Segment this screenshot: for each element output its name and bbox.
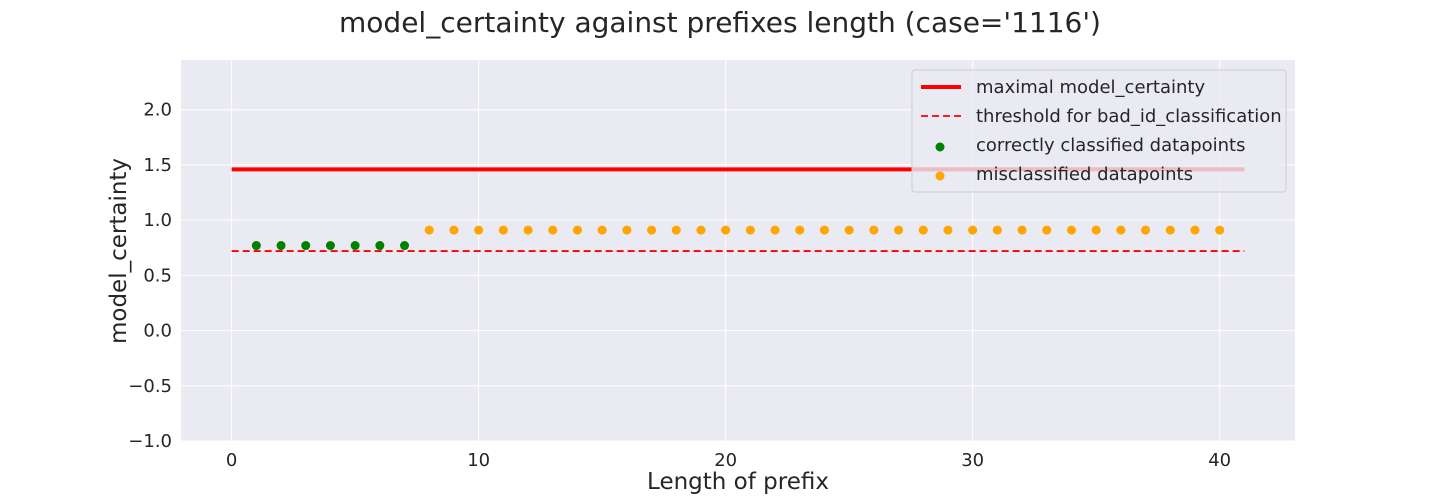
misclassified-datapoint: [474, 225, 484, 235]
misclassified-datapoint: [671, 225, 681, 235]
misclassified-datapoint: [622, 225, 632, 235]
misclassified-datapoint: [1017, 225, 1027, 235]
legend-box: [911, 69, 1287, 193]
x-axis-ticks: 0 10 20 30 40: [226, 450, 1231, 471]
y-tick-label: 2.0: [143, 100, 172, 121]
correct-datapoint: [350, 241, 360, 251]
misclassified-datapoint: [992, 225, 1002, 235]
y-tick-label: −0.5: [128, 376, 172, 397]
misclassified-datapoint: [1116, 225, 1126, 235]
misclassified-datapoint: [1042, 225, 1052, 235]
misclassified-datapoint: [795, 225, 805, 235]
misclassified-datapoint: [1190, 225, 1200, 235]
misclassified-datapoint: [943, 225, 953, 235]
y-axis-label: model_certainty: [106, 158, 132, 344]
legend-dot-swatch: [935, 171, 945, 181]
misclassified-datapoint: [449, 225, 459, 235]
misclassified-datapoint: [424, 225, 434, 235]
misclassified-datapoint: [869, 225, 879, 235]
misclassified-datapoint: [819, 225, 829, 235]
misclassified-datapoint: [721, 225, 731, 235]
y-tick-label: 0.5: [143, 265, 172, 286]
legend-label: maximal model_certainty: [976, 77, 1205, 98]
legend-dot-swatch: [935, 142, 945, 152]
correct-datapoint: [400, 241, 410, 251]
x-tick-label: 10: [467, 450, 490, 471]
legend: maximal model_certainty threshold for bad…: [911, 69, 1287, 193]
x-axis-label: Length of prefix: [647, 469, 829, 495]
y-tick-label: 1.0: [143, 210, 172, 231]
misclassified-datapoint: [696, 225, 706, 235]
misclassified-datapoint: [1165, 225, 1175, 235]
x-tick-label: 0: [226, 450, 237, 471]
y-tick-label: 1.5: [143, 155, 172, 176]
correct-datapoint: [276, 241, 286, 251]
correct-datapoint: [325, 241, 335, 251]
correct-datapoint: [251, 241, 261, 251]
misclassified-datapoint: [745, 225, 755, 235]
misclassified-datapoint: [894, 225, 904, 235]
data-points: [251, 225, 1225, 251]
misclassified-datapoint: [770, 225, 780, 235]
x-tick-label: 40: [1208, 450, 1231, 471]
misclassified-datapoint: [968, 225, 978, 235]
misclassified-datapoint: [572, 225, 582, 235]
legend-label: misclassified datapoints: [976, 164, 1193, 185]
y-tick-label: 0.0: [143, 321, 172, 342]
misclassified-datapoint: [647, 225, 657, 235]
misclassified-datapoint: [1066, 225, 1076, 235]
y-axis-ticks: −1.0 −0.5 0.0 0.5 1.0 1.5 2.0: [128, 100, 172, 452]
x-tick-label: 30: [961, 450, 984, 471]
correct-datapoint: [375, 241, 385, 251]
misclassified-datapoint: [523, 225, 533, 235]
misclassified-datapoint: [498, 225, 508, 235]
legend-label: correctly classified datapoints: [976, 135, 1245, 156]
misclassified-datapoint: [1091, 225, 1101, 235]
misclassified-datapoint: [844, 225, 854, 235]
correct-datapoint: [301, 241, 311, 251]
misclassified-datapoint: [1215, 225, 1225, 235]
misclassified-datapoint: [548, 225, 558, 235]
misclassified-datapoint: [1141, 225, 1151, 235]
chart-title: model_certainty against prefixes length …: [339, 6, 1101, 39]
y-tick-label: −1.0: [128, 431, 172, 452]
legend-label: threshold for bad_id_classification: [976, 106, 1282, 127]
misclassified-datapoint: [918, 225, 928, 235]
x-tick-label: 20: [714, 450, 737, 471]
misclassified-datapoint: [597, 225, 607, 235]
